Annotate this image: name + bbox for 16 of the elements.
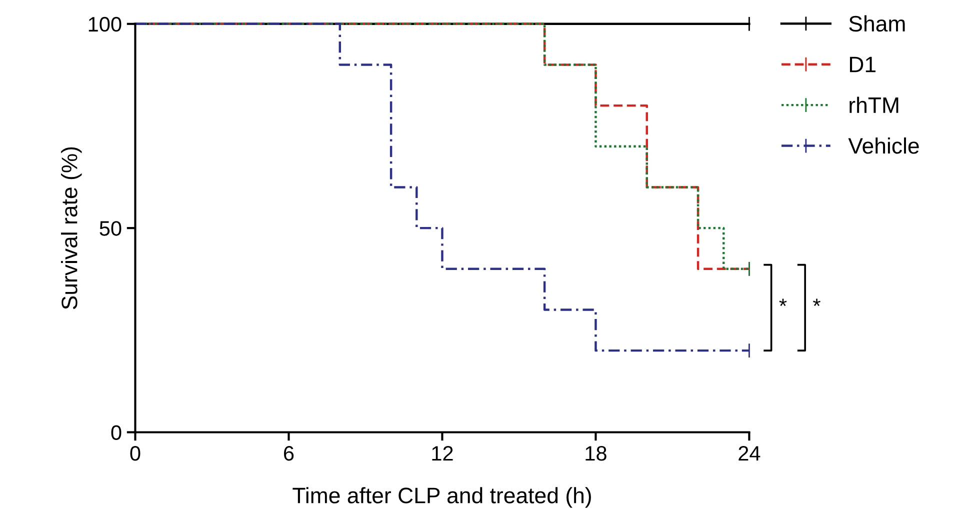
x-tick-label: 0 [130,446,140,461]
text: * [779,298,787,306]
legend-label: rhTM [850,96,898,113]
x-tick-label: 12 [432,446,453,461]
legend-label: Sham [849,15,905,32]
x-tick-label: 18 [586,446,606,461]
y-axis-title: Survival rate (%) [61,147,82,310]
y-tick-label: 0 [111,425,122,440]
text: * [813,298,820,306]
y-tick-label: 50 [100,221,122,236]
x-tick-label: 6 [284,446,294,461]
y-tick-label: 100 [88,16,122,32]
x-axis-title: Time after CLP and treated (h) [292,487,591,508]
x-tick-label: 24 [738,446,760,461]
legend-label: Vehicle [848,137,919,154]
legend-label: D1 [850,56,876,72]
